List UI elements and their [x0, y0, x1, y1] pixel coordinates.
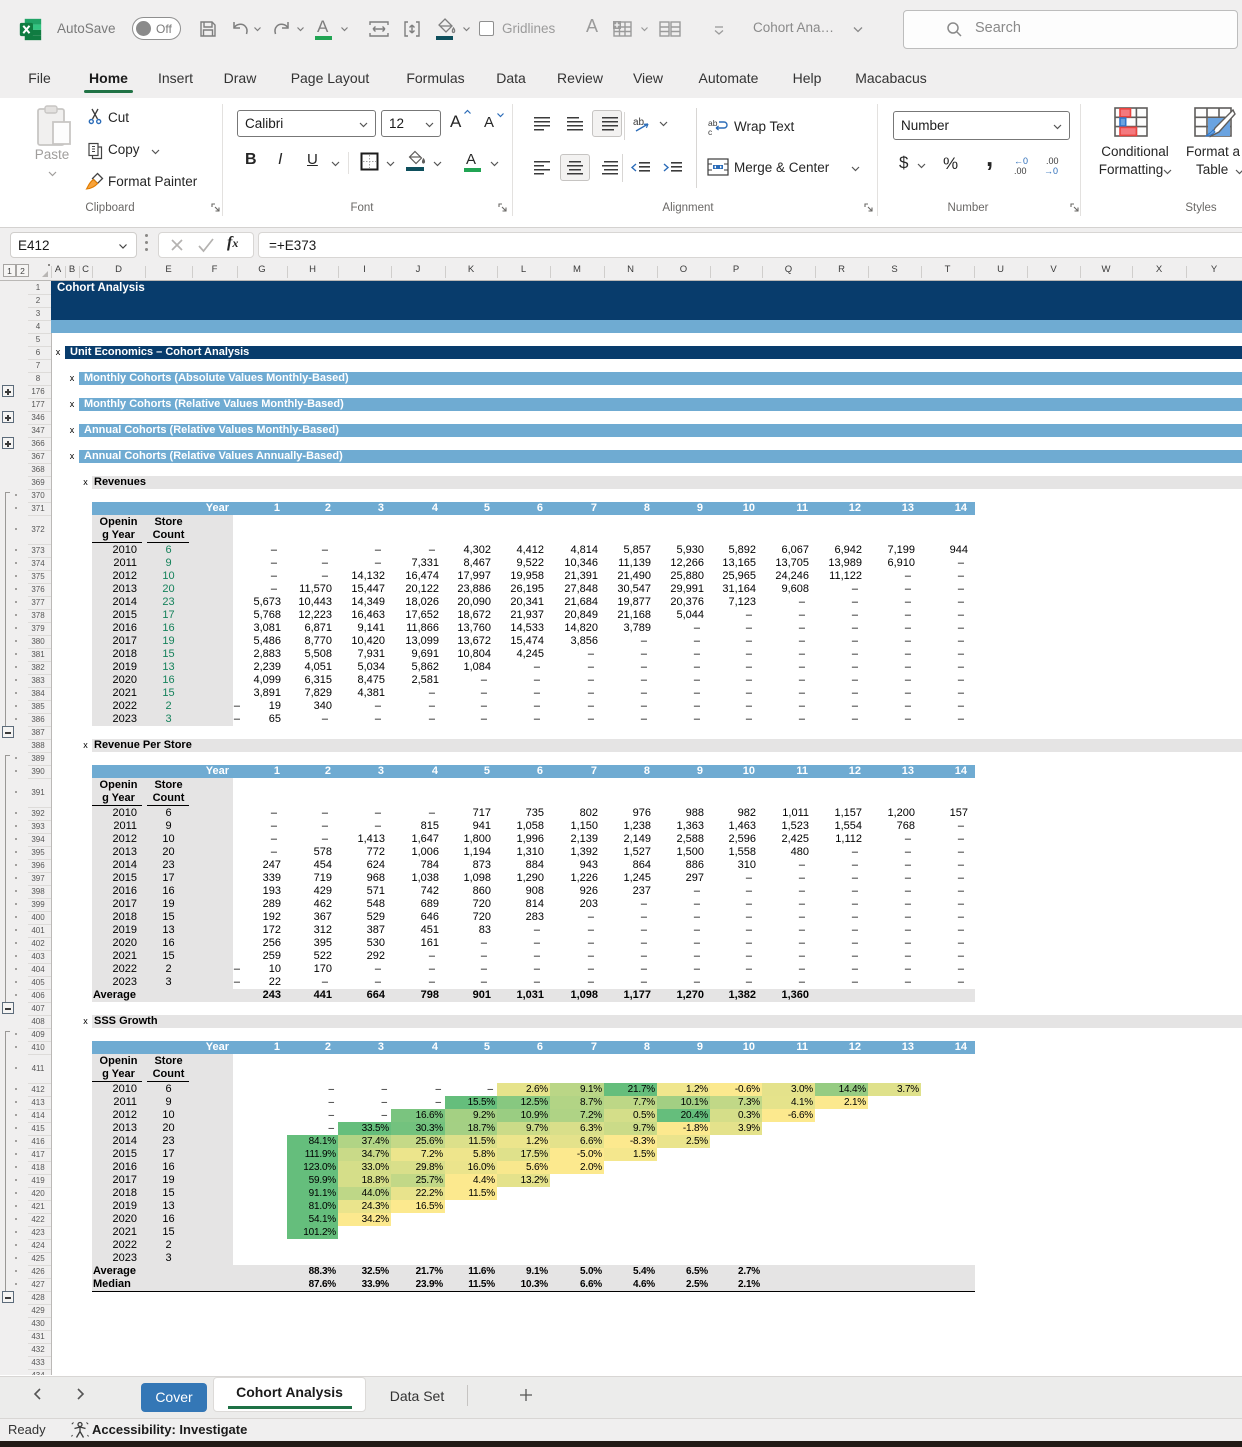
svg-text:ab: ab [708, 118, 718, 128]
svg-text:ab: ab [633, 117, 645, 128]
svg-text:.00: .00 [1046, 156, 1059, 166]
svg-text:→0: →0 [1044, 166, 1058, 175]
svg-text:.00: .00 [1014, 166, 1027, 175]
svg-text:c: c [708, 127, 713, 136]
svg-text:←0: ←0 [1014, 156, 1028, 166]
